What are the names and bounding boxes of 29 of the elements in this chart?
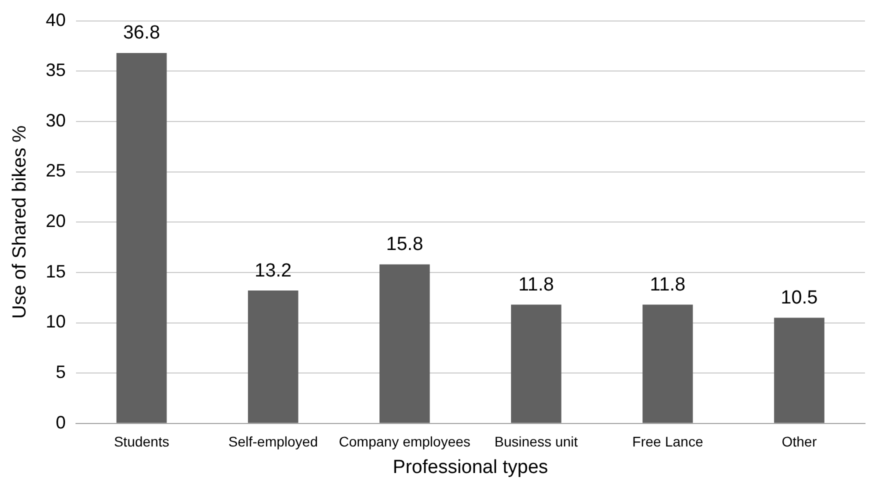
x-tick-label: Other [782, 434, 818, 450]
data-label: 11.8 [518, 274, 554, 296]
y-tick-label: 10 [46, 312, 66, 332]
x-tick-label: Self-employed [228, 434, 318, 450]
x-tick-label: Company employees [338, 434, 470, 450]
y-tick-label: 0 [56, 412, 66, 432]
data-label: 13.2 [254, 260, 292, 282]
x-tick-label: Students [114, 434, 170, 450]
bar [248, 290, 298, 423]
y-tick-label: 20 [46, 211, 66, 232]
bar [642, 304, 693, 423]
data-label: 36.8 [123, 22, 160, 44]
data-label: 11.8 [650, 274, 686, 296]
y-tick-label: 15 [46, 261, 66, 282]
y-tick-label: 30 [46, 110, 66, 130]
x-axis-title: Professional types [392, 456, 548, 478]
y-axis-title: Use of Shared bikes % [10, 125, 31, 319]
x-tick-label: Free Lance [632, 434, 704, 450]
y-tick-label: 35 [46, 60, 66, 80]
bar [116, 53, 167, 423]
bar [379, 264, 430, 423]
bar [774, 318, 824, 423]
data-label: 10.5 [780, 287, 818, 308]
y-tick-label: 5 [56, 362, 66, 382]
data-label: 15.8 [386, 234, 424, 256]
y-tick-label: 25 [46, 160, 66, 181]
y-tick-label: 40 [46, 10, 66, 30]
x-tick-label: Business unit [494, 434, 578, 450]
bar [511, 304, 562, 423]
